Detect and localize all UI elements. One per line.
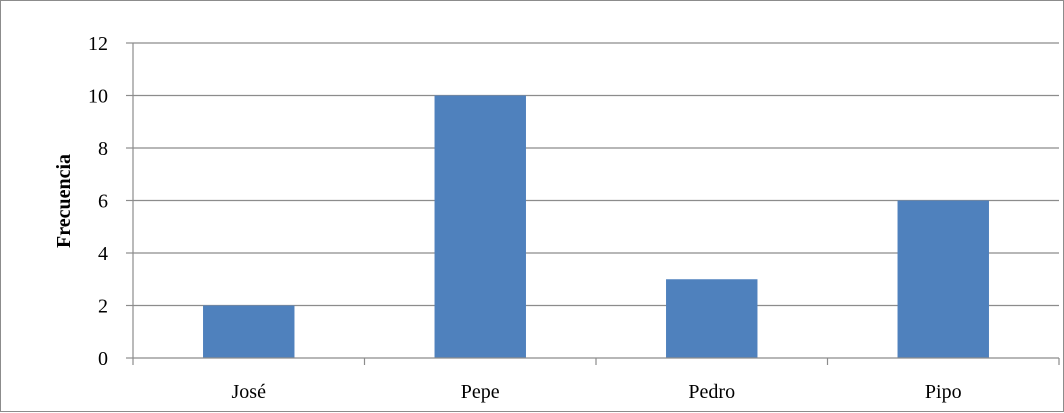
y-tick-label: 4: [98, 243, 108, 265]
y-tick-label: 0: [98, 348, 108, 370]
y-tick-label: 8: [98, 138, 108, 160]
bar: [203, 305, 295, 358]
bar: [666, 279, 758, 358]
x-tick-label: Pipo: [925, 381, 962, 403]
y-tick-labels: 0 2 4 6 8 10 12: [88, 33, 108, 370]
bar: [434, 95, 526, 358]
axes: [126, 42, 1060, 365]
x-tick-label: José: [232, 381, 267, 403]
x-tick-label: Pepe: [461, 381, 500, 403]
bar: [897, 200, 989, 358]
y-tick-label: 10: [88, 86, 108, 108]
y-axis-label: Frecuencia: [53, 154, 75, 248]
y-tick-label: 2: [98, 296, 108, 318]
x-tick-labels: José Pepe Pedro Pipo: [232, 381, 962, 403]
y-tick-label: 12: [88, 33, 108, 55]
y-tick-label: 6: [98, 191, 108, 213]
bars: [203, 95, 989, 358]
x-tick-label: Pedro: [688, 381, 735, 403]
